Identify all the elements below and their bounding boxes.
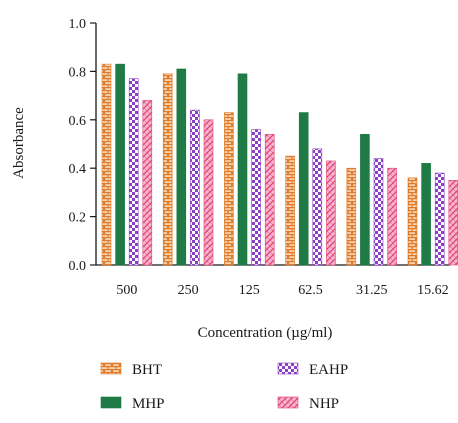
plot-area: 0.0 0.2 0.4 0.6 0.8 1.0 500 250 125 62.5 31.25 15.6… xyxy=(69,17,458,298)
x-tick-label: 62.5 xyxy=(298,283,323,298)
bar-mhp-250 xyxy=(176,68,187,266)
y-tick-label: 0.8 xyxy=(69,65,87,80)
bar-bht-62.5 xyxy=(285,155,295,266)
legend-swatch-mhp xyxy=(100,396,122,409)
bar-nhp-250 xyxy=(203,119,214,266)
y-tick-label: 0.2 xyxy=(69,211,87,226)
x-tick-label: 500 xyxy=(116,283,137,298)
y-tick-label: 0.0 xyxy=(69,259,87,274)
bar-eahp-62.5 xyxy=(312,148,323,266)
bar-bht-500 xyxy=(101,63,112,266)
bar-nhp-31.25 xyxy=(387,167,397,266)
y-tick-label: 0.6 xyxy=(69,114,87,129)
x-axis-title: Concentration (µg/ml) xyxy=(198,325,333,341)
bar-mhp-125 xyxy=(237,73,248,266)
x-tick-label: 15.62 xyxy=(417,283,449,298)
bar-bht-15.62 xyxy=(407,177,418,266)
bar-mhp-31.25 xyxy=(360,134,370,266)
legend-label-eahp: EAHP xyxy=(309,362,348,378)
y-axis-title: Absorbance xyxy=(11,107,27,179)
bar-eahp-250 xyxy=(190,109,200,266)
legend-swatch-eahp xyxy=(277,362,299,375)
bar-bht-250 xyxy=(162,73,173,266)
x-tick-label: 31.25 xyxy=(356,283,388,298)
x-tick-label: 125 xyxy=(239,283,260,298)
legend-label-mhp: MHP xyxy=(132,396,165,412)
bar-eahp-500 xyxy=(128,78,139,266)
bar-eahp-15.62 xyxy=(434,172,445,266)
bar-eahp-125 xyxy=(251,129,261,266)
bar-mhp-15.62 xyxy=(421,163,431,266)
bar-nhp-62.5 xyxy=(326,160,336,266)
legend-label-bht: BHT xyxy=(132,362,162,378)
legend: BHT MHP EAHP NHP xyxy=(100,362,348,412)
bar-mhp-62.5 xyxy=(298,112,309,266)
y-tick-label: 0.4 xyxy=(69,162,87,177)
bar-eahp-31.25 xyxy=(373,158,384,266)
bar-bht-125 xyxy=(224,112,234,266)
legend-swatch-nhp xyxy=(277,396,299,409)
legend-label-nhp: NHP xyxy=(309,396,339,412)
bar-bht-31.25 xyxy=(346,167,357,266)
bar-nhp-500 xyxy=(142,100,153,266)
y-tick-label: 1.0 xyxy=(69,17,87,32)
legend-swatch-bht xyxy=(100,362,122,375)
bar-nhp-15.62 xyxy=(448,180,458,266)
x-tick-label: 250 xyxy=(178,283,199,298)
bar-mhp-500 xyxy=(115,63,125,266)
bar-nhp-125 xyxy=(264,134,275,266)
